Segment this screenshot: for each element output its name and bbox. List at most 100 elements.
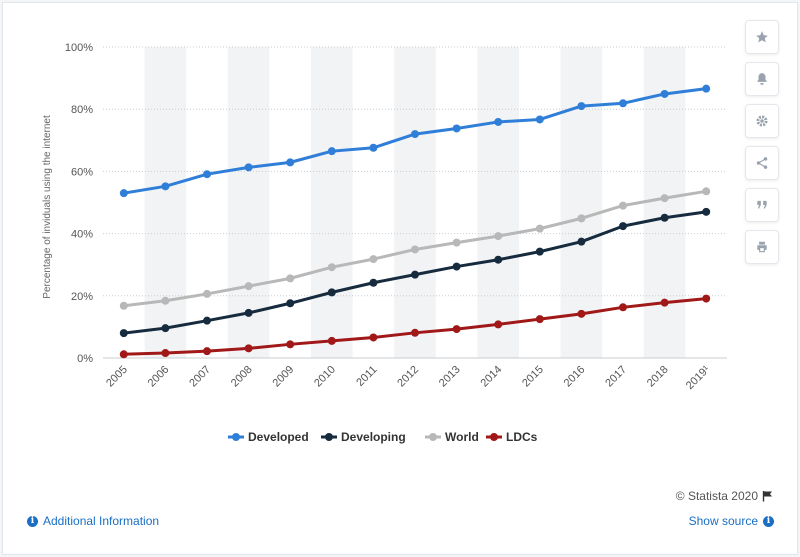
- data-point: [660, 194, 669, 203]
- column-band: [144, 47, 187, 358]
- data-point: [452, 325, 461, 334]
- legend-marker: [429, 433, 437, 441]
- data-point: [119, 350, 128, 359]
- data-point: [203, 316, 211, 325]
- data-point: [327, 336, 336, 345]
- y-tick-label: 20%: [71, 291, 93, 303]
- column-band: [560, 47, 603, 358]
- data-point: [452, 124, 461, 133]
- data-point: [244, 308, 253, 317]
- data-point: [286, 274, 295, 283]
- show-source-label: Show source: [688, 514, 758, 528]
- data-point: [452, 262, 461, 271]
- data-point: [702, 207, 711, 216]
- y-axis-label: Percentage of inviduals using the intern…: [42, 115, 53, 299]
- info-icon: i: [763, 515, 774, 527]
- settings-button[interactable]: [745, 104, 779, 138]
- data-point: [535, 224, 544, 233]
- data-point: [702, 187, 711, 196]
- column-band: [227, 47, 270, 358]
- data-point: [535, 315, 544, 324]
- show-source-link[interactable]: Show source i: [689, 514, 774, 528]
- data-point: [535, 247, 544, 256]
- bell-icon: [757, 73, 767, 85]
- legend-marker: [325, 433, 333, 441]
- data-point: [161, 324, 170, 333]
- column-band: [394, 47, 436, 358]
- data-point: [660, 213, 669, 222]
- y-tick-label: 40%: [71, 229, 93, 241]
- data-point: [244, 344, 253, 353]
- legend-label: World: [445, 430, 479, 444]
- data-point: [369, 333, 378, 342]
- alternating-bands: [144, 47, 686, 358]
- series-lines: [119, 84, 711, 359]
- x-tick-label: 2012: [395, 364, 421, 390]
- x-axis-ticks: 2005 2006 2007 2008 2009 2010 2011 2012 2013 2014…: [104, 363, 712, 392]
- data-point: [535, 115, 544, 124]
- share-icon: [756, 157, 768, 169]
- data-point: [327, 263, 336, 272]
- data-point: [161, 182, 170, 191]
- data-point: [369, 255, 378, 264]
- column-band: [311, 47, 353, 358]
- y-axis-ticks: 0% 20% 40% 60% 80% 100%: [65, 42, 93, 365]
- data-point: [161, 349, 170, 358]
- data-point: [577, 309, 586, 318]
- favorite-button[interactable]: [745, 20, 779, 54]
- legend: Developed Developing World LDCs: [228, 430, 538, 444]
- x-tick-label: 2008: [229, 364, 255, 390]
- notification-button[interactable]: [745, 62, 779, 96]
- x-tick-label: 2013: [437, 364, 463, 390]
- x-tick-label: 2016: [562, 364, 588, 390]
- data-point: [702, 294, 711, 303]
- print-icon: [757, 241, 767, 253]
- data-point: [411, 328, 419, 337]
- data-point: [203, 347, 211, 356]
- data-point: [369, 278, 378, 287]
- data-point: [494, 320, 503, 329]
- x-tick-label: 2017: [603, 364, 629, 390]
- legend-label: Developing: [341, 430, 406, 444]
- data-point: [494, 255, 503, 264]
- data-point: [660, 89, 669, 98]
- data-point: [411, 270, 419, 279]
- share-button[interactable]: [745, 146, 779, 180]
- data-point: [619, 201, 627, 210]
- data-point: [203, 170, 211, 179]
- info-icon: i: [27, 515, 38, 527]
- statista-credit[interactable]: © Statista 2020: [676, 489, 774, 503]
- data-point: [161, 296, 170, 305]
- data-point: [577, 214, 586, 223]
- x-tick-label: 2015: [520, 364, 546, 390]
- data-point: [119, 189, 128, 198]
- additional-information-link[interactable]: i Additional Information: [27, 514, 159, 528]
- data-point: [369, 143, 378, 152]
- gridlines: [103, 46, 727, 359]
- data-point: [119, 329, 128, 338]
- data-point: [411, 130, 419, 139]
- legend-label: LDCs: [506, 430, 538, 444]
- data-point: [577, 102, 586, 111]
- additional-information-label: Additional Information: [43, 514, 160, 528]
- data-point: [619, 222, 627, 231]
- data-point: [244, 282, 253, 291]
- data-point: [494, 232, 503, 241]
- print-button[interactable]: [745, 230, 779, 264]
- data-point: [327, 147, 336, 156]
- gear-icon: [756, 115, 768, 127]
- data-point: [244, 163, 253, 172]
- x-tick-label: 2014: [479, 364, 505, 390]
- data-point: [577, 237, 586, 246]
- flag-icon: [762, 491, 772, 502]
- legend-label: Developed: [248, 430, 309, 444]
- x-tick-label: 2010: [312, 364, 338, 390]
- data-point: [286, 158, 295, 167]
- credit-text: © Statista 2020: [675, 489, 758, 503]
- cite-button[interactable]: [745, 188, 779, 222]
- y-tick-label: 100%: [65, 42, 93, 54]
- data-point: [203, 289, 211, 298]
- data-point: [286, 299, 295, 308]
- data-point: [452, 238, 461, 247]
